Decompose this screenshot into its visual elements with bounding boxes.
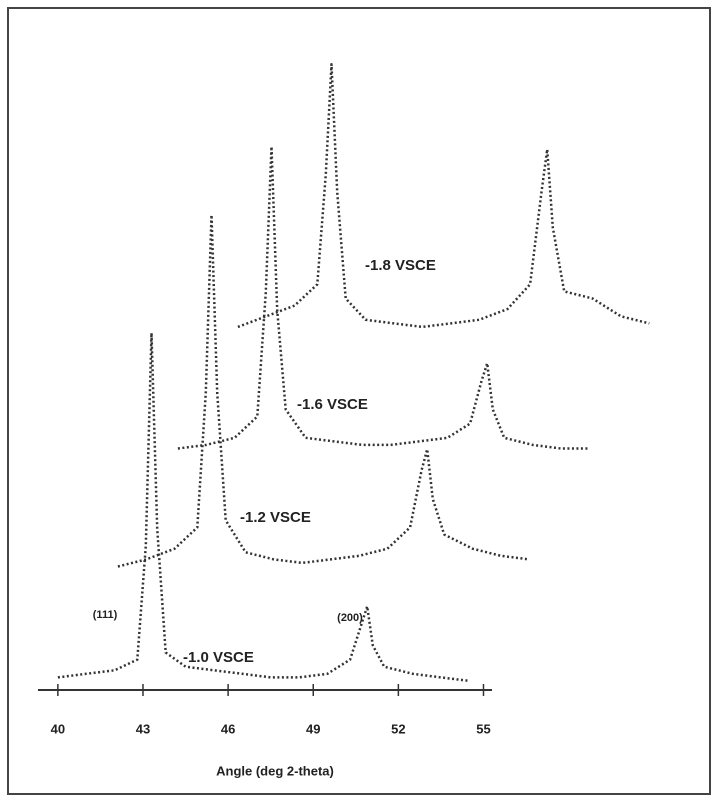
trace <box>57 331 470 683</box>
trace <box>177 145 590 450</box>
frame <box>7 7 711 795</box>
x-tick-label: 40 <box>51 721 65 736</box>
x-tick-label: 46 <box>221 721 235 736</box>
peak-label: (111) <box>93 609 118 621</box>
trace <box>237 62 650 329</box>
x-axis-title: Angle (deg 2-theta) <box>216 763 334 778</box>
x-tick-label: 43 <box>136 721 150 736</box>
series-label: -1.2 VSCE <box>240 509 311 526</box>
trace <box>117 213 530 568</box>
x-tick-label: 55 <box>476 721 490 736</box>
x-tick-label: 49 <box>306 721 320 736</box>
peak-label: (200) <box>337 612 363 624</box>
series-label: -1.0 VSCE <box>183 649 254 666</box>
series-label: -1.8 VSCE <box>365 257 436 274</box>
series-label: -1.6 VSCE <box>297 396 368 413</box>
x-tick-label: 52 <box>391 721 405 736</box>
